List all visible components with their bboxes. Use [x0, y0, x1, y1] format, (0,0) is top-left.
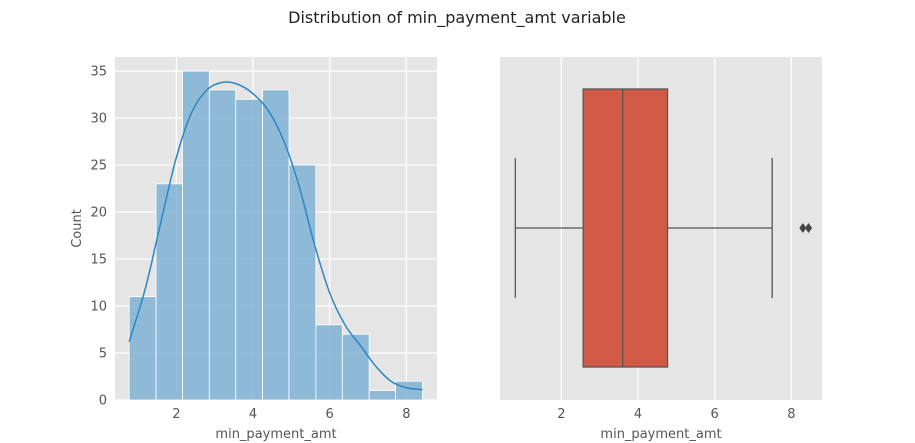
figure-title: Distribution of min_payment_amt variable — [288, 8, 626, 28]
histogram-bar — [262, 89, 290, 401]
boxplot-x-axis-label: min_payment_amt — [600, 427, 721, 442]
histogram-bar — [315, 324, 343, 401]
y-tick-label: 10 — [90, 300, 107, 315]
histogram-panel: 2 4 6 8 0 5 10 15 20 25 30 35 min_payment_amt Coun… — [70, 57, 437, 442]
x-tick-label: 2 — [172, 407, 180, 422]
x-tick-label: 4 — [634, 407, 642, 422]
box-iqr — [582, 88, 669, 368]
histogram-y-axis-label: Count — [70, 209, 85, 248]
boxplot — [514, 88, 813, 368]
y-tick-label: 15 — [90, 253, 107, 268]
x-tick-label: 6 — [326, 407, 334, 422]
kde-line — [128, 81, 423, 391]
x-tick-label: 8 — [402, 407, 410, 422]
histogram-bar — [208, 89, 237, 401]
outlier-marker — [799, 223, 807, 233]
outlier-marker — [805, 223, 813, 233]
histogram-bar — [235, 98, 263, 401]
boxplot-panel: 2 4 6 8 min_payment_amt — [500, 57, 822, 442]
x-tick-label: 2 — [557, 407, 565, 422]
y-tick-label: 35 — [90, 65, 107, 80]
y-tick-label: 30 — [90, 112, 107, 127]
x-tick-label: 6 — [711, 407, 719, 422]
histogram-bar — [182, 70, 210, 401]
y-tick-label: 25 — [90, 159, 107, 174]
histogram-bar — [155, 183, 183, 401]
x-tick-label: 8 — [787, 407, 795, 422]
histogram-bar — [128, 296, 157, 401]
histogram-bar — [395, 380, 423, 401]
histogram-bar — [341, 333, 370, 401]
y-tick-label: 0 — [99, 394, 107, 409]
histogram-y-ticks: 0 5 10 15 20 25 30 35 — [90, 65, 107, 409]
histogram-bar — [368, 390, 396, 401]
histogram-x-axis-label: min_payment_amt — [215, 427, 336, 442]
boxplot-x-ticks: 2 4 6 8 — [557, 407, 795, 422]
y-tick-label: 20 — [90, 206, 107, 221]
histogram-x-ticks: 2 4 6 8 — [172, 407, 410, 422]
histogram-bar — [288, 164, 317, 401]
y-tick-label: 5 — [99, 347, 107, 362]
x-tick-label: 4 — [249, 407, 257, 422]
